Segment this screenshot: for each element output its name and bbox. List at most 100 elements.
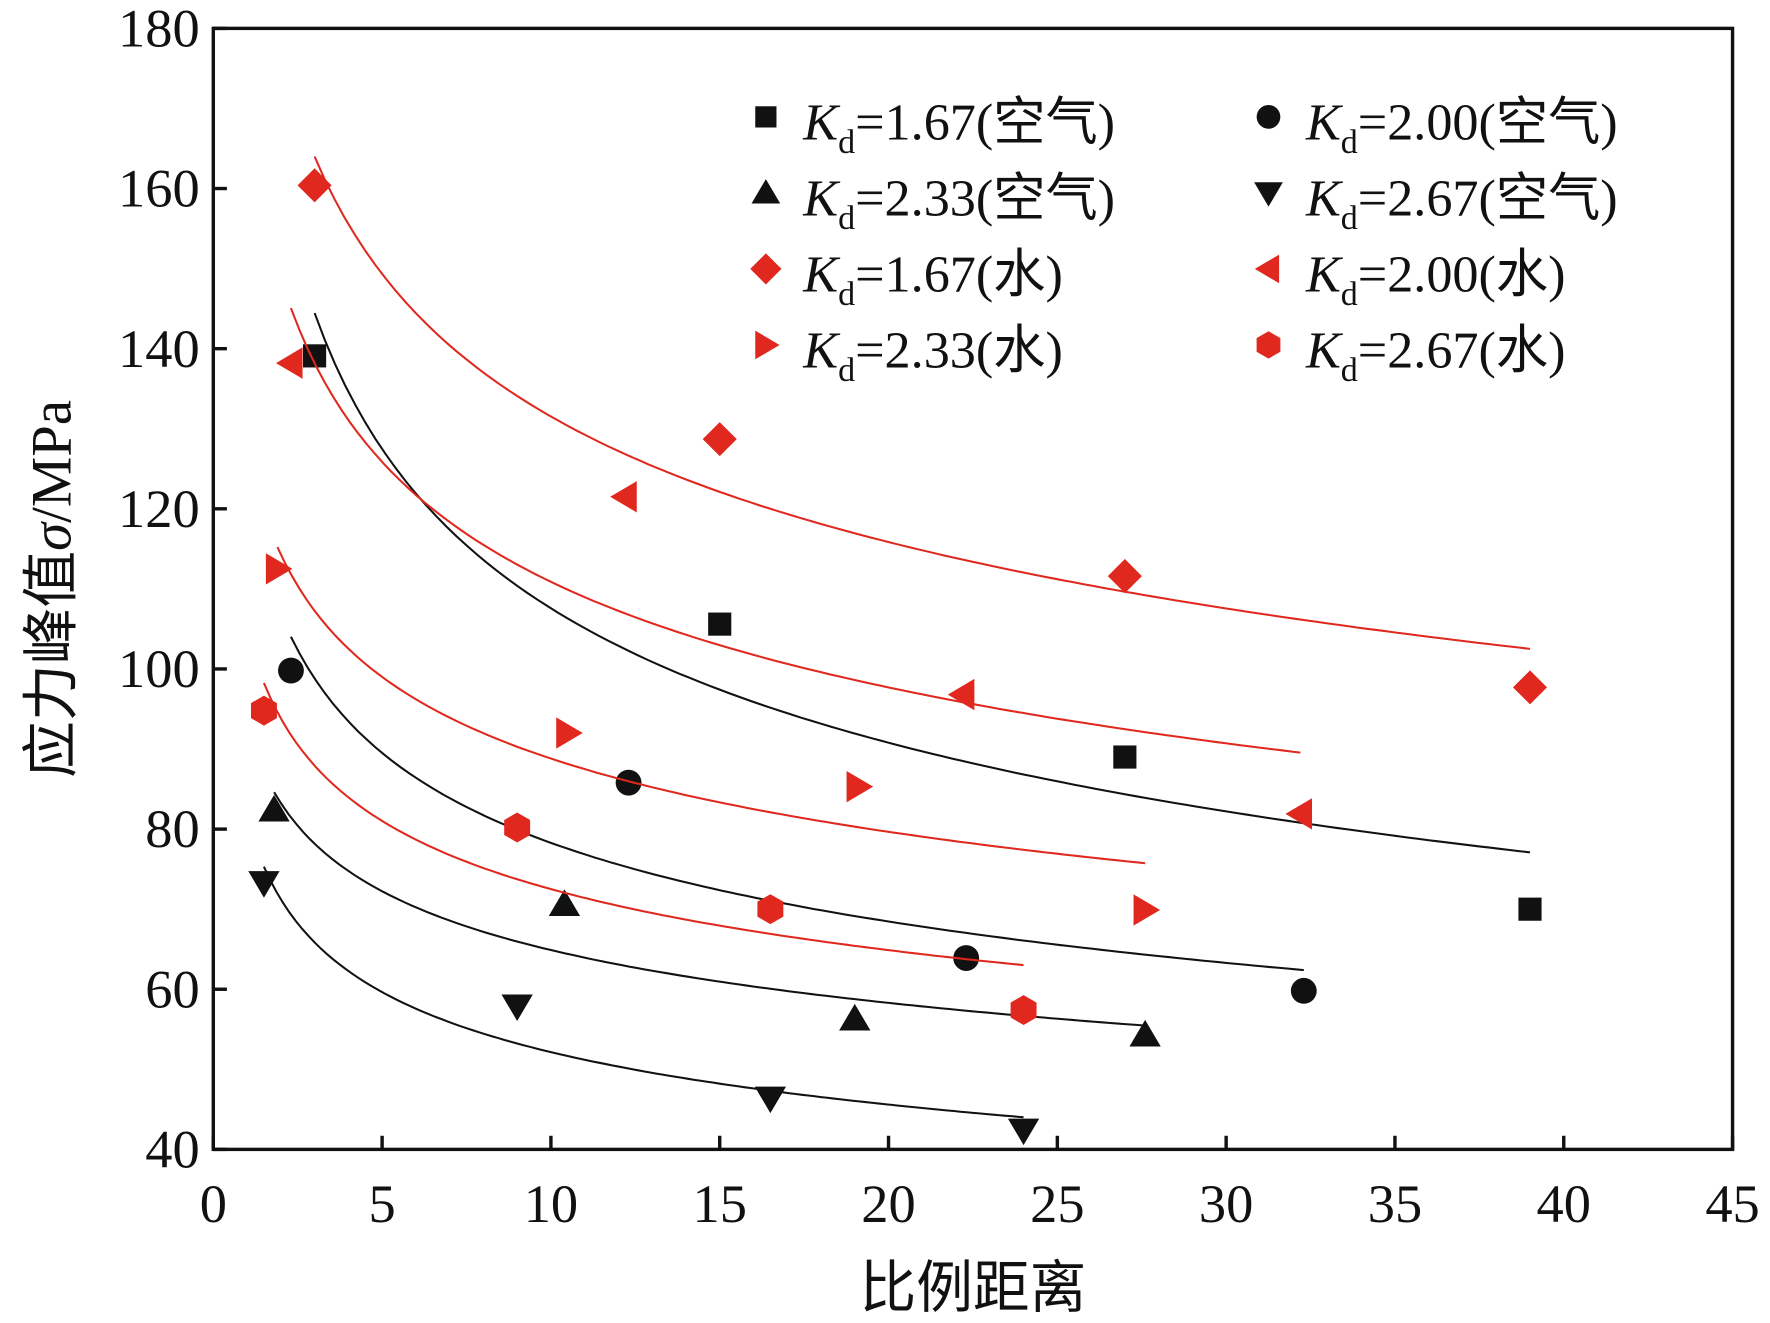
y-tick-label: 180 [118, 0, 200, 59]
legend-marker [755, 106, 777, 128]
legend-marker [751, 179, 781, 204]
legend-text: =2.33(空气) [855, 170, 1115, 228]
legend-marker [1254, 254, 1280, 284]
x-tick-label: 25 [1030, 1173, 1084, 1234]
x-tick-label: 30 [1199, 1173, 1253, 1234]
legend-label: Kd=1.67(水) [802, 246, 1063, 314]
fit-curve [262, 866, 1024, 1119]
x-axis-label: 比例距离 [859, 1257, 1086, 1320]
x-tick-label: 35 [1368, 1173, 1422, 1234]
legend-label: Kd=2.33(空气) [802, 170, 1115, 238]
data-point [501, 994, 533, 1022]
x-tick-label: 10 [524, 1173, 578, 1234]
data-point [275, 347, 303, 379]
data-point [1133, 894, 1161, 926]
series-0 [303, 312, 1542, 921]
legend-sub: d [838, 352, 855, 389]
legend-text: =2.33(水) [855, 322, 1063, 380]
legend-k: K [802, 94, 841, 152]
series-6 [265, 546, 1161, 926]
legend-item: Kd=2.00(水) [1254, 246, 1566, 314]
y-tick-label: 140 [118, 318, 200, 379]
data-point [278, 657, 304, 684]
data-point [947, 678, 975, 711]
x-tick-label: 20 [861, 1173, 915, 1234]
series-1 [278, 636, 1317, 1004]
legend-k: K [1305, 246, 1344, 304]
x-tick-label: 45 [1705, 1173, 1759, 1234]
x-tick-label: 0 [200, 1173, 227, 1234]
data-point [757, 894, 784, 925]
data-point [297, 168, 332, 203]
legend-sub: d [1341, 276, 1358, 313]
data-point [839, 1003, 871, 1031]
series-5 [275, 307, 1312, 830]
fit-curve [313, 156, 1531, 650]
y-tick-label: 40 [145, 1119, 199, 1180]
legend-label: Kd=2.00(水) [1305, 246, 1566, 314]
legend-sub: d [838, 200, 855, 237]
legend-sub: d [838, 124, 855, 161]
legend-sub: d [1341, 352, 1358, 389]
legend-k: K [1305, 94, 1344, 152]
y-tick-label: 60 [145, 958, 199, 1019]
series-3 [248, 866, 1040, 1146]
y-axis-label: 应力峰值σ/MPa [20, 400, 83, 778]
legend-item: Kd=2.67(水) [1256, 322, 1566, 390]
data-point [1129, 1019, 1161, 1047]
legend-sub: d [1341, 124, 1358, 161]
x-tick-label: 15 [692, 1173, 746, 1234]
legend-text: =1.67(空气) [855, 94, 1115, 152]
data-point [846, 771, 874, 803]
data-point [953, 945, 980, 971]
data-point [1007, 1118, 1040, 1146]
legend-marker [1256, 331, 1281, 359]
data-point [615, 769, 642, 796]
y-tick-label: 160 [118, 158, 200, 219]
legend-item: Kd=2.33(空气) [751, 170, 1115, 238]
legend-marker [1254, 182, 1283, 207]
fit-curve [290, 636, 1304, 972]
y-label-unit: /MPa [20, 400, 83, 523]
data-point [248, 871, 280, 898]
data-point [1113, 745, 1137, 769]
legend-sub: d [1341, 200, 1358, 237]
data-point [708, 612, 732, 636]
data-point [1107, 559, 1142, 594]
legend-marker [755, 330, 780, 360]
y-label-text: 应力峰值 [20, 551, 83, 778]
legend-label: Kd=2.67(空气) [1305, 170, 1618, 238]
legend-k: K [802, 170, 841, 228]
plot-frame [211, 26, 1735, 1152]
data-point [1518, 897, 1542, 921]
legend-k: K [802, 246, 841, 304]
series-4 [297, 156, 1548, 705]
legend-label: Kd=2.67(水) [1305, 322, 1566, 390]
legend-item: Kd=2.00(空气) [1256, 94, 1618, 162]
legend-item: Kd=1.67(水) [750, 246, 1063, 314]
legend-marker [1256, 105, 1281, 129]
y-tick-label: 100 [118, 638, 200, 699]
data-point [1010, 995, 1037, 1026]
legend-item: Kd=1.67(空气) [755, 94, 1115, 162]
y-tick-label: 80 [145, 798, 199, 859]
fit-curve [313, 312, 1531, 854]
legend-text: =2.00(水) [1358, 246, 1566, 304]
legend-label: Kd=1.67(空气) [802, 94, 1115, 162]
legend-k: K [1305, 322, 1344, 380]
y-label-symbol: σ [20, 521, 83, 551]
legend: Kd=1.67(空气) Kd=2.00(空气)Kd=2.33(空气) Kd=2.67… [750, 94, 1618, 390]
legend-sub: d [838, 276, 855, 313]
series-7 [250, 682, 1037, 1026]
data-point [702, 422, 737, 457]
x-tick-label: 40 [1537, 1173, 1591, 1234]
data-point [250, 695, 277, 726]
legend-label: Kd=2.00(空气) [1305, 94, 1618, 162]
fit-curve [262, 682, 1024, 967]
data-point [504, 812, 531, 843]
fit-curve [276, 546, 1146, 865]
legend-k: K [802, 322, 841, 380]
legend-text: =2.00(空气) [1358, 94, 1618, 152]
y-tick-label: 120 [118, 478, 200, 539]
